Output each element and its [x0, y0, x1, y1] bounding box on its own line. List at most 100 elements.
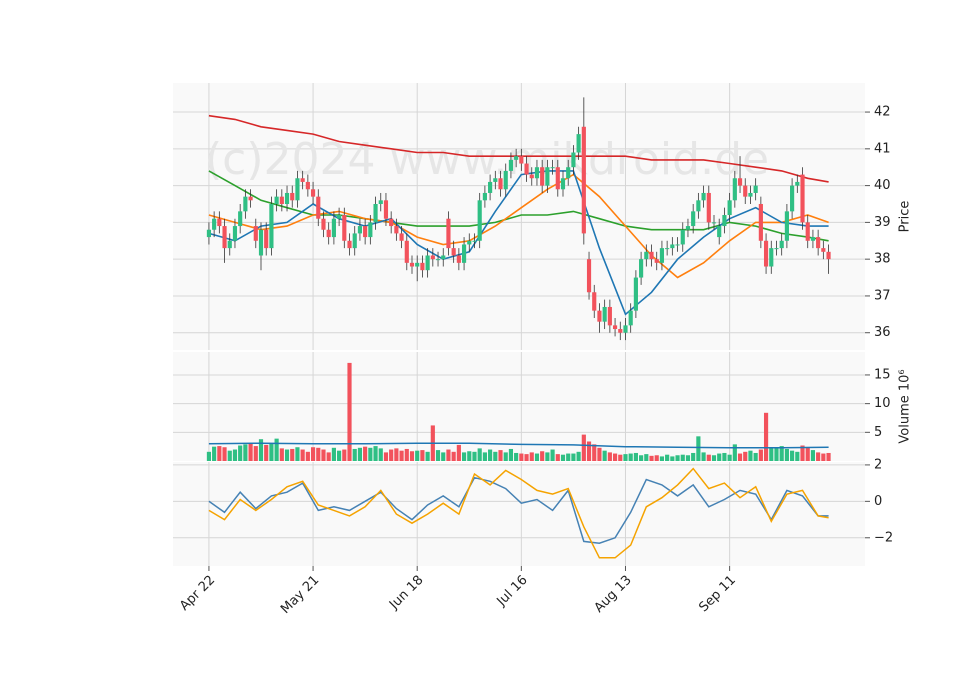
volume-bar	[722, 452, 727, 461]
volume-bar	[790, 450, 795, 461]
y-tick-label: −2	[874, 530, 893, 545]
volume-bar	[784, 448, 789, 461]
candle-body	[607, 306, 612, 326]
candle-body	[331, 218, 336, 238]
candle-body	[800, 174, 805, 223]
candle-body	[560, 178, 566, 190]
candle-body	[639, 259, 644, 278]
volume-bar	[404, 448, 409, 461]
y-axis-label: Price	[898, 201, 913, 233]
volume-bar	[769, 448, 774, 461]
candle-body	[592, 292, 597, 311]
candle-body	[633, 277, 638, 311]
candle-body	[456, 255, 461, 263]
volume-bar	[446, 449, 451, 461]
candle-body	[581, 126, 586, 234]
candle-body	[722, 215, 727, 227]
volume-bar	[383, 452, 389, 461]
volume-bar	[212, 446, 217, 461]
y-tick-label: 40	[874, 178, 891, 193]
y-tick-label: 0	[874, 494, 882, 509]
candle-body	[701, 192, 706, 201]
candle-body	[409, 262, 415, 267]
candle-body	[769, 248, 774, 267]
volume-bar	[310, 447, 316, 461]
volume-bar	[206, 451, 212, 461]
y-tick-label: 38	[874, 252, 891, 267]
candle-body	[425, 255, 430, 271]
candle-body	[274, 196, 279, 204]
volume-bar	[800, 445, 805, 461]
candle-body	[305, 181, 310, 190]
volume-bar	[649, 455, 654, 461]
volume-bar	[347, 362, 352, 461]
candle-body	[508, 159, 514, 171]
candle-body	[659, 248, 665, 263]
candle-body	[571, 152, 576, 168]
volume-bar	[305, 451, 310, 461]
candle-body	[238, 211, 243, 227]
volume-bar	[633, 452, 638, 461]
volume-bar	[665, 454, 670, 461]
candle-body	[612, 325, 618, 330]
candle-body	[566, 167, 571, 179]
candle-body	[805, 222, 810, 241]
candle-body	[597, 310, 602, 322]
candle-body	[576, 134, 581, 153]
candle-body	[394, 226, 399, 234]
volume-bar	[472, 451, 477, 461]
y-tick-label: 39	[874, 215, 891, 230]
candle-body	[670, 244, 675, 249]
line	[208, 442, 829, 449]
volume-bar	[534, 453, 540, 461]
candle-body	[352, 233, 357, 249]
volume-bar	[284, 449, 290, 461]
volume-bar	[222, 447, 227, 461]
volume-bar	[295, 447, 300, 461]
volume-bar	[373, 446, 378, 461]
volume-bar	[378, 448, 383, 461]
volume-bar	[451, 451, 456, 461]
candle-body	[545, 167, 550, 186]
candle-body	[316, 196, 321, 219]
volume-bar	[342, 449, 347, 461]
volume-bar	[326, 452, 331, 461]
volume-bar	[264, 444, 269, 461]
volume-bar	[248, 443, 253, 461]
volume-bar	[732, 444, 737, 461]
candle-body	[503, 170, 508, 190]
volume-bar	[519, 453, 524, 461]
candle-body	[519, 156, 524, 164]
candle-body	[691, 211, 696, 227]
volume-bar	[482, 452, 487, 461]
candle-body	[217, 218, 222, 227]
volume-bar	[654, 455, 659, 461]
candle-body	[737, 178, 743, 186]
candle-body	[555, 167, 560, 190]
candle-body	[310, 189, 316, 197]
volume-bar	[758, 449, 763, 461]
candle-body	[435, 259, 441, 261]
volume-bar	[389, 449, 394, 461]
volume-bar	[493, 451, 498, 461]
volume-bar	[352, 448, 357, 461]
candle-body	[467, 240, 472, 245]
y-tick-label: 5	[874, 425, 882, 440]
line	[208, 476, 829, 544]
candle-body	[618, 329, 623, 333]
volume-bar	[227, 450, 232, 461]
volume-bar	[368, 447, 373, 461]
candle-body	[732, 178, 737, 201]
candle-body	[706, 192, 711, 223]
volume-bar	[420, 450, 425, 461]
candle-body	[269, 203, 274, 249]
volume-bar	[748, 450, 753, 461]
candle-body	[420, 262, 425, 271]
line	[208, 467, 829, 559]
y-tick-label: 2	[874, 457, 882, 472]
volume-bar	[737, 453, 743, 461]
candle-body	[415, 262, 420, 267]
volume-bar	[232, 449, 238, 461]
volume-bar	[555, 454, 560, 461]
candle-body	[461, 244, 467, 263]
